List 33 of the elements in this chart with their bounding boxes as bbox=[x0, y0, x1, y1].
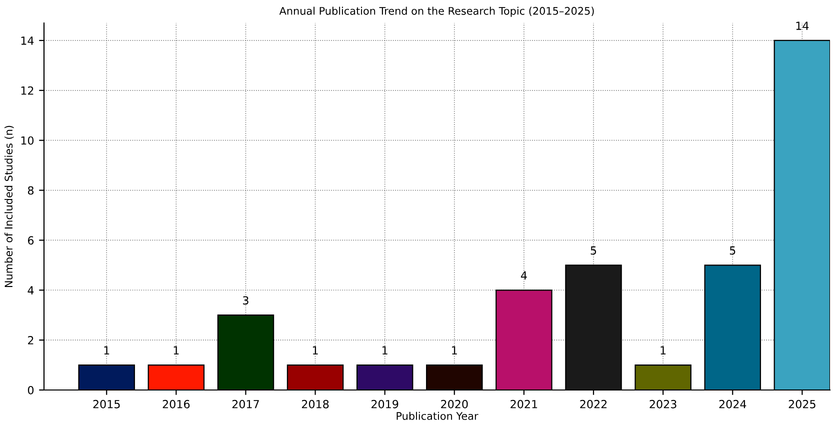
y-tick-label: 14 bbox=[21, 36, 34, 45]
data-label: 1 bbox=[452, 346, 457, 354]
chart-title: Annual Publication Trend on the Research Topic (2015–2025) bbox=[279, 6, 594, 17]
y-tick-label: 2 bbox=[28, 336, 34, 344]
y-tick-label: 0 bbox=[28, 386, 34, 394]
data-label: 3 bbox=[243, 296, 248, 305]
x-tick-label: 2019 bbox=[372, 400, 398, 408]
data-label: 14 bbox=[796, 22, 809, 30]
x-tick-label: 2016 bbox=[162, 400, 190, 408]
x-tick-label: 2017 bbox=[232, 400, 259, 408]
y-tick-label: 12 bbox=[21, 86, 34, 95]
y-tick-label: 10 bbox=[21, 136, 34, 145]
data-label: 1 bbox=[174, 346, 179, 354]
x-tick-label: 2023 bbox=[650, 400, 676, 408]
x-tick-label: 2025 bbox=[788, 400, 816, 408]
data-label: 5 bbox=[730, 246, 736, 255]
x-tick-label: 2020 bbox=[441, 400, 468, 408]
data-label: 1 bbox=[104, 346, 110, 354]
x-tick-label: 2015 bbox=[93, 400, 120, 408]
y-axis-title: Number of Included Studies (n) bbox=[4, 126, 14, 287]
data-label: 1 bbox=[660, 346, 666, 354]
x-tick-label: 2018 bbox=[302, 400, 329, 408]
data-label: 5 bbox=[590, 246, 596, 255]
y-tick-label: 4 bbox=[28, 286, 34, 294]
x-tick-label: 2024 bbox=[719, 400, 746, 408]
x-tick-label: 2021 bbox=[510, 400, 538, 408]
x-tick-label: 2022 bbox=[580, 400, 607, 408]
y-tick-label: 6 bbox=[28, 236, 34, 245]
y-tick-label: 8 bbox=[28, 186, 34, 195]
x-axis-title: Publication Year bbox=[396, 412, 478, 420]
data-label: 1 bbox=[312, 346, 318, 354]
data-label: 4 bbox=[520, 271, 527, 280]
data-label: 1 bbox=[382, 346, 388, 354]
